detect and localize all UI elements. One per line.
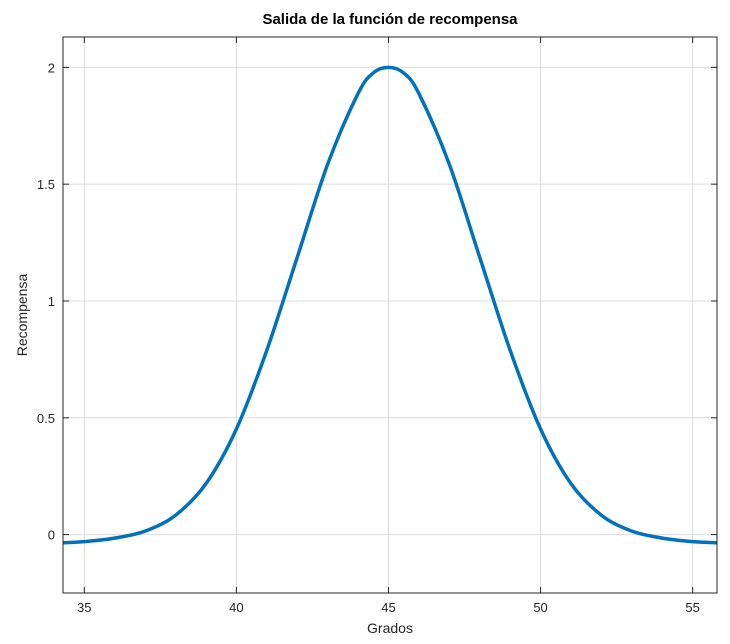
y-tick-label: 0 — [48, 528, 55, 543]
y-tick-label: 2 — [48, 60, 55, 75]
grid-layer — [63, 37, 717, 593]
y-tick-label: 1 — [48, 294, 55, 309]
tick-layer: 35 40 45 50 55 0 0.5 1 1.5 2 — [37, 37, 717, 615]
plot-frame — [62, 36, 718, 594]
x-tick-label: 50 — [533, 600, 547, 615]
series-layer — [63, 65, 717, 545]
y-axis-label: Recompensa — [14, 274, 30, 357]
chart-title: Salida de la función de recompensa — [262, 11, 518, 28]
y-tick-label: 0.5 — [37, 411, 55, 426]
x-tick-label: 45 — [381, 600, 395, 615]
x-tick-label: 40 — [229, 600, 243, 615]
x-tick-label: 35 — [77, 600, 91, 615]
x-tick-label: 55 — [685, 600, 699, 615]
series-line — [63, 65, 717, 545]
y-tick-label: 1.5 — [37, 177, 55, 192]
x-axis-label: Grados — [367, 620, 413, 636]
